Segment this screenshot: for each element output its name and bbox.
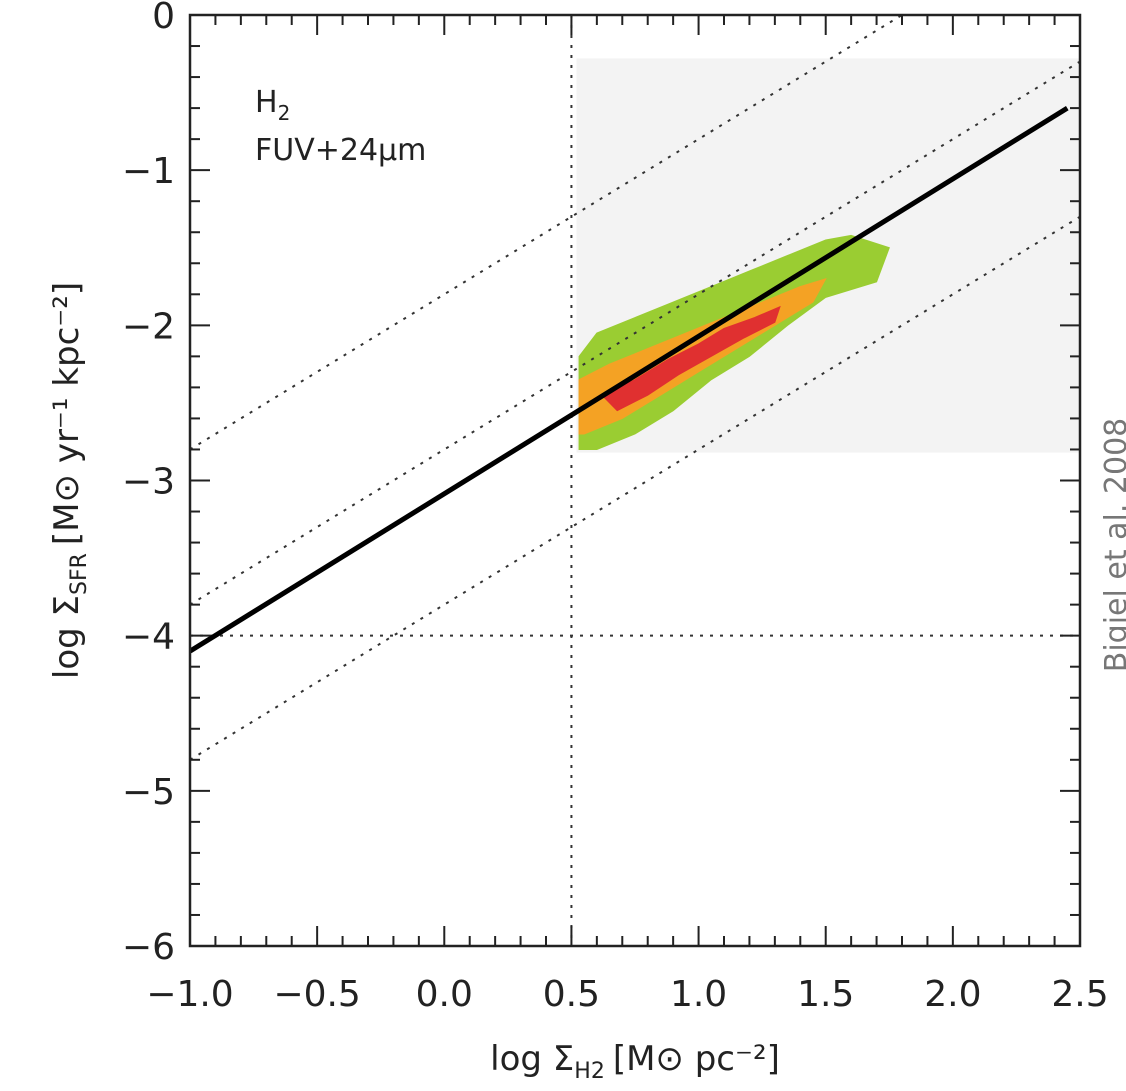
- y-tick-label: −1: [122, 151, 175, 192]
- x-tick-label: 0.5: [543, 974, 600, 1015]
- y-tick-label: −3: [122, 462, 175, 503]
- y-tick-label: 0: [152, 0, 175, 37]
- x-tick-label: 1.0: [670, 974, 727, 1015]
- annotation-h2: H2: [255, 85, 290, 125]
- dotted-reference-line-1: [190, 15, 904, 451]
- fit-line: [190, 105, 1069, 654]
- x-axis-label: log ΣH2 [M⊙ pc⁻²]: [490, 1039, 780, 1084]
- annotation-fuv24: FUV+24μm: [255, 133, 426, 168]
- y-axis-label: log ΣSFR[M⊙ yr⁻¹ kpc⁻²]: [47, 282, 92, 679]
- x-tick-label: 2.0: [924, 974, 981, 1015]
- x-tick-label: 1.5: [797, 974, 854, 1015]
- x-tick-label: −1.0: [146, 974, 233, 1015]
- y-tick-label: −6: [122, 927, 175, 968]
- side-credit-text: Bigiel et al. 2008: [1099, 418, 1126, 673]
- y-tick-label: −2: [122, 306, 175, 347]
- axis-ticks: [189, 14, 1081, 947]
- x-tick-label: −0.5: [273, 974, 360, 1015]
- y-tick-label: −4: [122, 617, 175, 658]
- dotted-reference-line-3: [190, 215, 1080, 761]
- density-contour-high: [601, 305, 781, 412]
- x-tick-label: 2.5: [1051, 974, 1108, 1015]
- plot-content: [190, 15, 1080, 946]
- x-tick-label: 0.0: [416, 974, 473, 1015]
- dotted-reference-line-2: [190, 60, 1080, 606]
- y-tick-label: −5: [122, 772, 175, 813]
- tick-labels: −1.0 −0.5 0.0 0.5 1.0 1.5 2.0 2.5 0 −1 −2 −3 −4 −5 −6: [122, 0, 1109, 1015]
